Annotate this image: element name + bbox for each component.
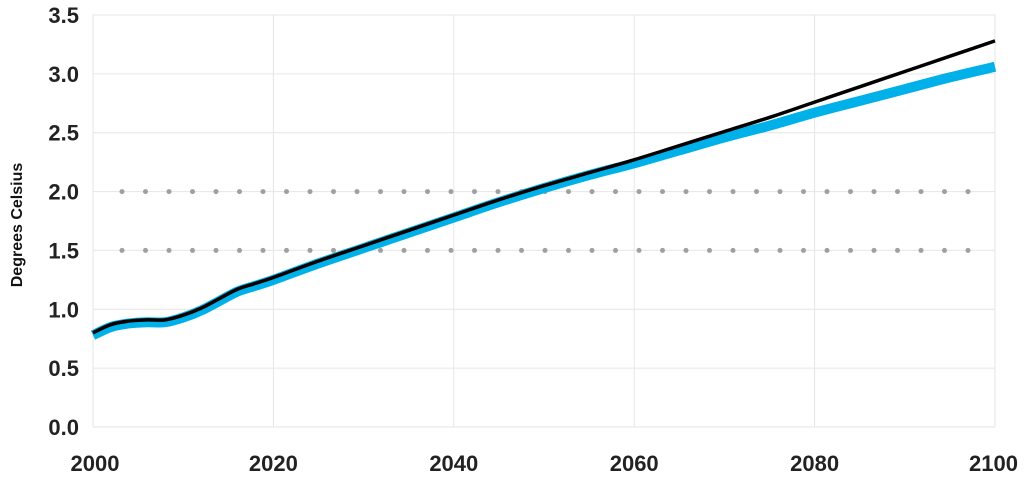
reference-lines (119, 189, 983, 253)
x-tick-label: 2000 (71, 451, 120, 476)
y-tick-label: 1.0 (48, 297, 79, 322)
x-tick-label: 2060 (610, 451, 659, 476)
series-line-2 (92, 39, 996, 335)
y-axis-ticks: 0.0 0.5 1.0 1.5 2.0 2.5 3.0 3.5 (48, 3, 79, 440)
y-axis-label: Degrees Celsius (9, 163, 26, 288)
x-tick-label: 2080 (790, 451, 839, 476)
x-tick-label: 2040 (429, 451, 478, 476)
grid (92, 14, 996, 428)
series-lines (90, 39, 997, 340)
y-tick-label: 2.0 (48, 180, 79, 205)
y-tick-label: 3.0 (48, 62, 79, 87)
x-axis-ticks: 2000 2020 2040 2060 2080 2100 (71, 451, 1018, 476)
series-line-1 (90, 61, 997, 340)
y-tick-label: 2.5 (48, 121, 79, 146)
y-tick-label: 3.5 (48, 3, 79, 28)
y-tick-label: 1.5 (48, 238, 79, 263)
x-tick-label: 2020 (249, 451, 298, 476)
x-tick-label: 2100 (969, 451, 1018, 476)
y-tick-label: 0.5 (48, 356, 79, 381)
y-tick-label: 0.0 (48, 415, 79, 440)
